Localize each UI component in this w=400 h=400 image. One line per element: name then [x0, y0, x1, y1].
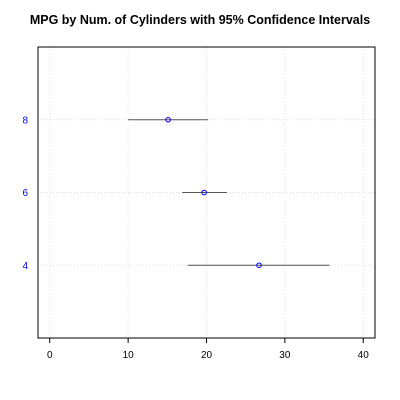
- estimate-point-6-cyl: [201, 189, 207, 196]
- estimate-points: [165, 116, 262, 269]
- x-tick-label: 20: [201, 350, 213, 361]
- estimate-point-4-cyl: [256, 262, 262, 269]
- x-tick-label: 40: [358, 350, 370, 361]
- chart-title: MPG by Num. of Cylinders with 95% Confid…: [29, 13, 371, 27]
- y-tick-label: 4: [22, 261, 28, 272]
- confidence-intervals: [128, 119, 330, 266]
- x-axis: 0 10 20 30 40: [47, 338, 369, 361]
- estimate-point-8-cyl: [165, 116, 171, 123]
- x-tick-label: 10: [123, 350, 135, 361]
- y-axis: 4 6 8: [22, 115, 28, 272]
- y-tick-label: 6: [22, 188, 28, 199]
- y-tick-label: 8: [22, 115, 28, 126]
- x-tick-label: 0: [47, 350, 53, 361]
- x-tick-label: 30: [279, 350, 291, 361]
